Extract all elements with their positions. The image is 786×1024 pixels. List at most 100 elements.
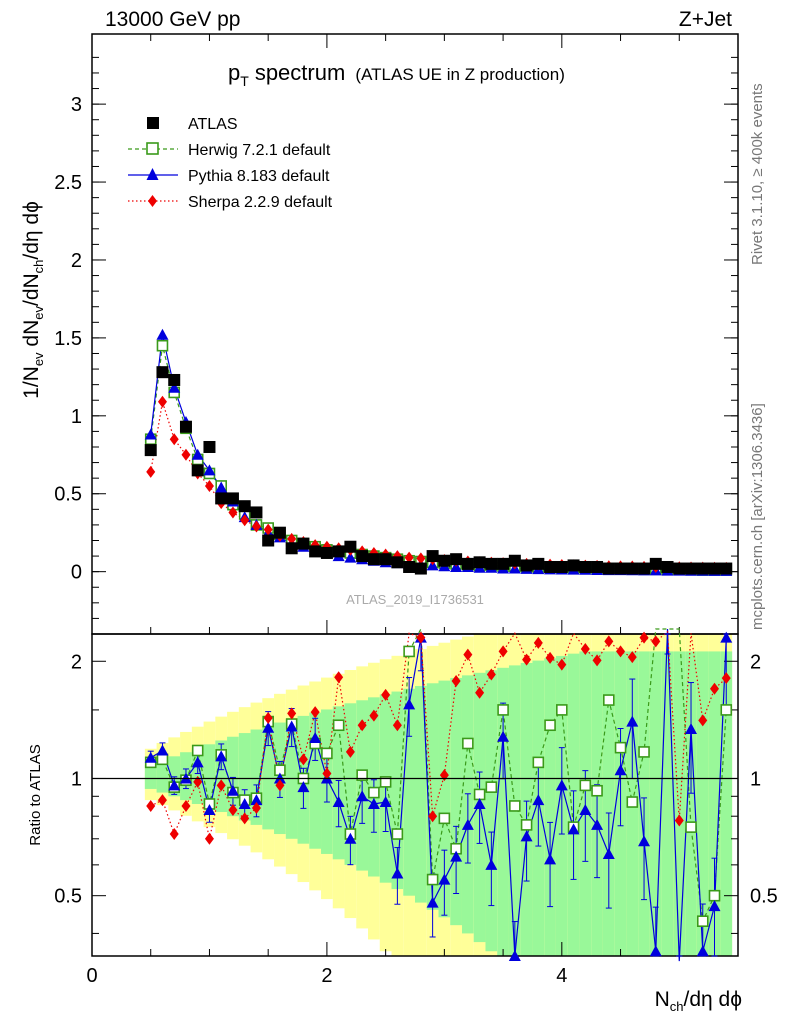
sherpa-point — [263, 523, 273, 536]
herwig-ratio-point — [614, 741, 627, 754]
ratio-band-green — [203, 744, 216, 808]
sherpa-point — [240, 514, 250, 527]
atlas-point — [485, 557, 498, 570]
pythia-ratio-point — [403, 698, 416, 710]
pythia-point — [344, 551, 357, 563]
ratio-band-green — [262, 725, 275, 830]
herwig-ratio-point — [591, 784, 603, 797]
atlas-point — [473, 556, 486, 569]
atlas-point — [414, 562, 427, 575]
xtick-label: 4 — [556, 965, 567, 987]
ratio-band-green — [168, 756, 181, 797]
ratio-band-green — [215, 740, 228, 813]
atlas-point — [450, 553, 463, 566]
sherpa-ratio-point — [545, 651, 555, 664]
ratio-band-green — [649, 651, 662, 956]
atlas-point — [720, 562, 733, 575]
atlas-point — [226, 492, 239, 505]
ratio-band-green — [544, 658, 556, 956]
pythia-ratio-point — [438, 873, 451, 885]
sherpa-ratio-point — [240, 812, 250, 825]
ratio-band-green — [156, 760, 169, 793]
ratio-series — [144, 626, 733, 962]
sherpa-ratio-point — [287, 707, 297, 720]
legend-herwig: Herwig 7.2.1 default — [188, 142, 331, 159]
legend-herwig-marker — [146, 142, 159, 155]
herwig-ratio-point — [438, 812, 451, 825]
xlabel: Nch/dη dϕ — [655, 988, 742, 1014]
legend-pythia: Pythia 8.183 default — [188, 168, 330, 185]
sherpa-ratio-point — [216, 779, 226, 792]
pythia-ratio-point — [367, 797, 380, 809]
herwig-line — [150, 345, 727, 571]
pythia-ratio-point — [168, 779, 181, 791]
atlas-point — [638, 562, 651, 575]
sherpa-point — [416, 552, 426, 565]
atlas-point — [544, 560, 557, 573]
ratio-band-green — [485, 670, 498, 952]
herwig-ratio-point — [556, 704, 568, 716]
pythia-ratio-point — [250, 794, 263, 806]
herwig-ratio-point — [191, 744, 204, 757]
pythia-point — [191, 448, 204, 460]
process-label: Z+Jet — [679, 8, 732, 31]
pythia-ratio-point — [191, 756, 204, 768]
sherpa-ratio-point — [533, 636, 543, 649]
ratio-ytick-label-right: 2 — [750, 651, 761, 673]
pythia-ratio-point — [226, 784, 239, 796]
atlas-point — [614, 562, 627, 575]
atlas-point — [708, 562, 721, 575]
pythia-line — [150, 334, 727, 572]
mcplots-label: mcplots.cern.ch [arXiv:1306.3436] — [749, 403, 766, 630]
sherpa-ratio-point — [651, 635, 661, 648]
ratio-band-green — [403, 688, 415, 896]
ratio-ytick-label-right: 0.5 — [750, 886, 778, 908]
pythia-ratio-point — [285, 720, 298, 732]
sherpa-ratio-point — [698, 714, 708, 727]
atlas-point — [179, 420, 192, 433]
sherpa-ratio-point — [710, 682, 720, 695]
pythia-ratio-point — [520, 830, 533, 842]
atlas-point — [262, 534, 275, 547]
ratio-band-green — [250, 729, 263, 825]
ratio-ytick-label-right: 1 — [750, 768, 761, 790]
herwig-ratio-point — [403, 645, 415, 658]
main-ytick-label: 2 — [71, 250, 82, 272]
atlas-point — [532, 557, 545, 570]
pythia-ratio-point — [203, 803, 216, 815]
pythia-point — [215, 481, 228, 493]
ratio-band-green — [309, 712, 322, 849]
sherpa-ratio-point — [334, 671, 344, 684]
atlas-point — [602, 562, 615, 575]
herwig-ratio-point — [368, 786, 380, 799]
sherpa-ratio-point — [263, 711, 273, 724]
title-rest: spectrum — [255, 60, 345, 85]
herwig-ratio-point — [391, 828, 404, 840]
pythia-ratio-point — [309, 732, 322, 744]
herwig-ratio-point — [332, 719, 345, 732]
title-note: (ATLAS UE in Z production) — [355, 65, 564, 84]
ratio-frame — [91, 633, 739, 957]
herwig-ratio-point — [520, 819, 533, 831]
sherpa-ratio-point — [721, 672, 731, 685]
pythia-ratio-point — [379, 796, 392, 808]
ratio-band-green — [344, 703, 357, 865]
pythia-point — [156, 328, 169, 340]
sherpa-ratio-point — [580, 643, 590, 656]
pythia-ratio-point — [567, 823, 580, 835]
atlas-point — [591, 560, 604, 573]
herwig-ratio-point — [356, 769, 368, 781]
sherpa-ratio-point — [639, 631, 649, 644]
herwig-ratio-point — [497, 704, 509, 716]
legend-sherpa: Sherpa 2.2.9 default — [188, 194, 333, 211]
ratio-band-green — [391, 691, 404, 890]
pythia-ratio-point — [649, 945, 662, 957]
pythia-ratio-point — [485, 858, 498, 870]
ratio-band-green — [144, 764, 157, 789]
atlas-point — [685, 562, 698, 575]
title-sub: T — [240, 73, 249, 89]
sherpa-point — [204, 479, 214, 492]
xtick-label: 2 — [321, 965, 332, 987]
ratio-band-green — [602, 651, 615, 956]
